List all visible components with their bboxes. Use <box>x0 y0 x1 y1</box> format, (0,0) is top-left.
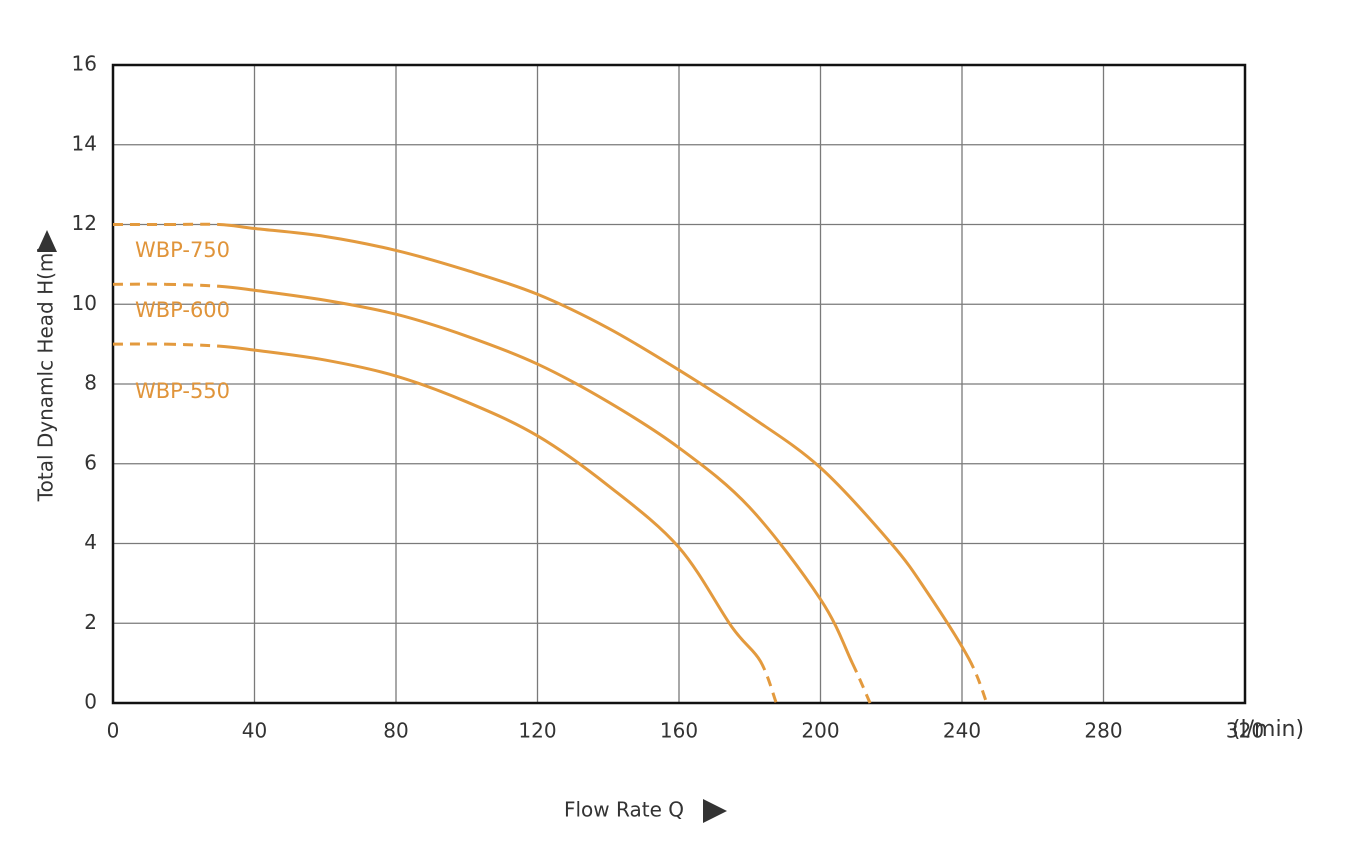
x-tick-label: 0 <box>107 719 120 743</box>
y-tick-label: 10 <box>72 291 97 315</box>
x-tick-label: 40 <box>242 719 267 743</box>
y-axis-label: Total Dynamlc Head H(m) <box>34 245 58 502</box>
x-tick-label: 200 <box>801 719 839 743</box>
line <box>112 342 778 704</box>
series-label: WBP-550 <box>135 379 230 403</box>
y-axis-label-group: Total Dynamlc Head H(m) <box>34 245 58 502</box>
y-tick-label: 16 <box>72 52 97 76</box>
x-tick-label: 160 <box>660 719 698 743</box>
x-tick-label: 280 <box>1084 719 1122 743</box>
y-tick-label: 12 <box>72 211 97 235</box>
line <box>113 222 989 704</box>
x-axis-arrow <box>703 799 727 823</box>
y-tick-label: 2 <box>84 610 97 634</box>
x-axis-label: Flow Rate Q <box>564 798 684 822</box>
y-axis-arrow <box>37 230 57 252</box>
series-label: WBP-750 <box>135 238 230 262</box>
series-label: WBP-600 <box>135 298 230 322</box>
y-tick-label: 6 <box>84 450 97 474</box>
x-tick-label: 240 <box>943 719 981 743</box>
x-tick-label: 320 <box>1226 719 1264 743</box>
line <box>112 282 872 704</box>
y-tick-label: 4 <box>84 530 97 554</box>
y-tick-label: 14 <box>72 131 97 155</box>
x-unit: (l/min) <box>1232 717 1304 742</box>
y-tick-label: 8 <box>84 371 97 395</box>
x-tick-label: 120 <box>518 719 556 743</box>
plot-border <box>111 63 1247 705</box>
y-tick-label: 0 <box>84 690 97 714</box>
x-tick-label: 80 <box>383 719 408 743</box>
